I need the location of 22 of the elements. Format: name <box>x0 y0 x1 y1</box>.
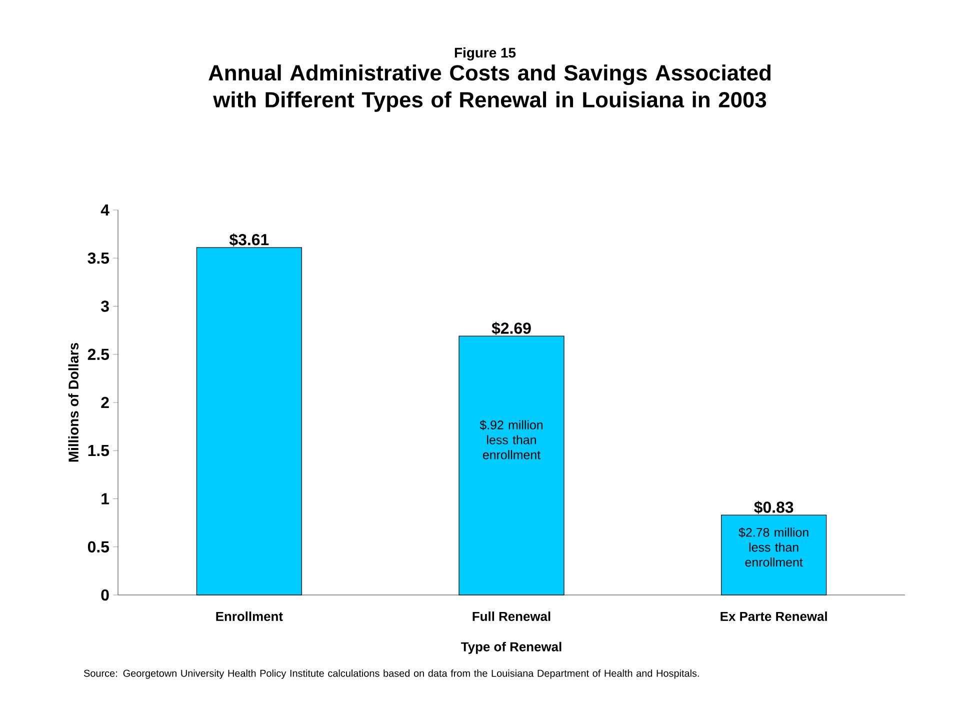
y-tick-label: 4 <box>100 204 110 216</box>
data-label: $3.61 <box>229 233 269 246</box>
y-tick-label: 1 <box>102 493 110 504</box>
chart-subtitle: Annual Administrative Costs and Savings Associated with Different Types of Renewal in Louisiana in 2003 <box>208 64 770 112</box>
annotation: $2.78 million less than enrollment <box>738 527 808 567</box>
y-tick-label: 2 <box>101 396 109 408</box>
x-axis-title: Type of Renewal <box>461 642 562 654</box>
annotation: $.92 million less than enrollment <box>480 420 543 460</box>
x-tick-label: Full Renewal <box>472 612 550 622</box>
data-label: $0.83 <box>754 500 794 514</box>
y-tick-label: 2.5 <box>88 348 110 360</box>
data-label: $2.69 <box>492 322 531 335</box>
chart-title: Figure 15 <box>454 47 516 60</box>
source-note: Source: Georgetown University Health Policy Institute calculations based on data from the Louisiana Department of Health and Hospitals. <box>84 670 699 679</box>
y-tick-label: 0.5 <box>88 541 110 553</box>
y-tick-label: 1.5 <box>88 445 110 456</box>
y-tick-label: 3.5 <box>88 252 110 264</box>
y-axis-title: Millions of Dollars <box>68 342 78 462</box>
y-tick-label: 0 <box>101 589 109 601</box>
x-tick-label: Ex Parte Renewal <box>720 612 827 622</box>
y-tick-label: 3 <box>100 300 109 312</box>
x-tick-label: Enrollment <box>216 612 283 622</box>
